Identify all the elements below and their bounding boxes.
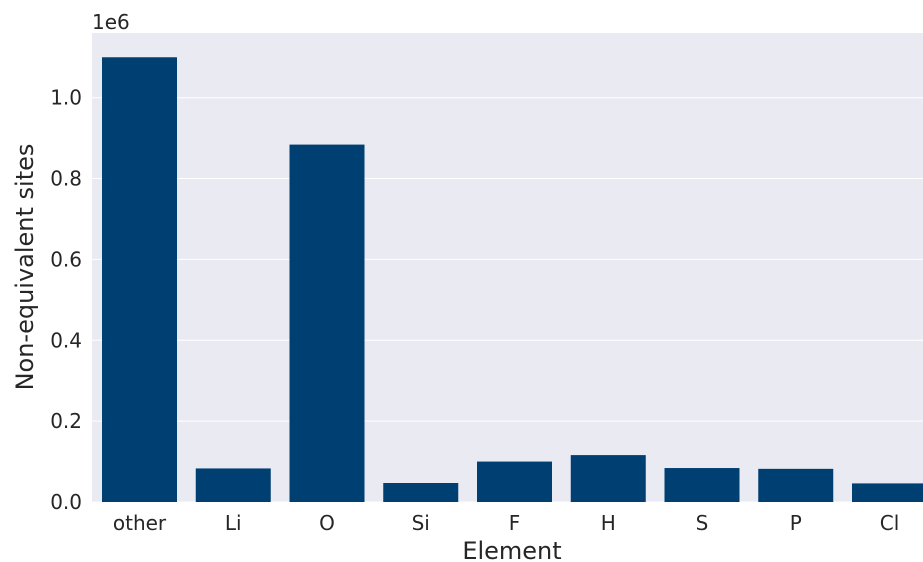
bar-h (570, 455, 646, 502)
bar-other (102, 57, 177, 503)
plot-area (92, 33, 923, 502)
x-tick-label: F (509, 511, 521, 535)
bar-li (195, 468, 271, 502)
x-tick-label: Si (412, 511, 430, 535)
x-tick-label: Cl (880, 511, 900, 535)
bar-o (289, 144, 365, 502)
y-tick-label: 0.8 (50, 167, 82, 191)
bar-p (758, 468, 834, 502)
bars (102, 57, 923, 503)
y-axis-scale-label: 1e6 (92, 10, 130, 34)
x-axis-ticks: other Li O Si F H S P Cl (113, 511, 899, 535)
y-tick-label: 0.4 (50, 328, 82, 352)
x-tick-label: P (790, 511, 802, 535)
x-tick-label: S (696, 511, 709, 535)
bar-f (477, 461, 552, 502)
bar-si (383, 482, 459, 502)
x-tick-label: other (113, 511, 167, 535)
x-axis-label: Element (462, 537, 561, 562)
x-tick-label: Li (225, 511, 242, 535)
bar-s (664, 468, 740, 502)
y-tick-label: 1.0 (50, 86, 82, 110)
x-tick-label: H (601, 511, 616, 535)
y-axis-ticks: 0.0 0.2 0.4 0.6 0.8 1.0 (50, 86, 82, 514)
y-tick-label: 0.0 (50, 490, 82, 514)
y-tick-label: 0.6 (50, 247, 82, 271)
y-axis-label: Non-equivalent sites (11, 144, 39, 391)
x-tick-label: O (319, 511, 335, 535)
y-tick-label: 0.2 (50, 409, 82, 433)
bar-cl (852, 483, 923, 502)
